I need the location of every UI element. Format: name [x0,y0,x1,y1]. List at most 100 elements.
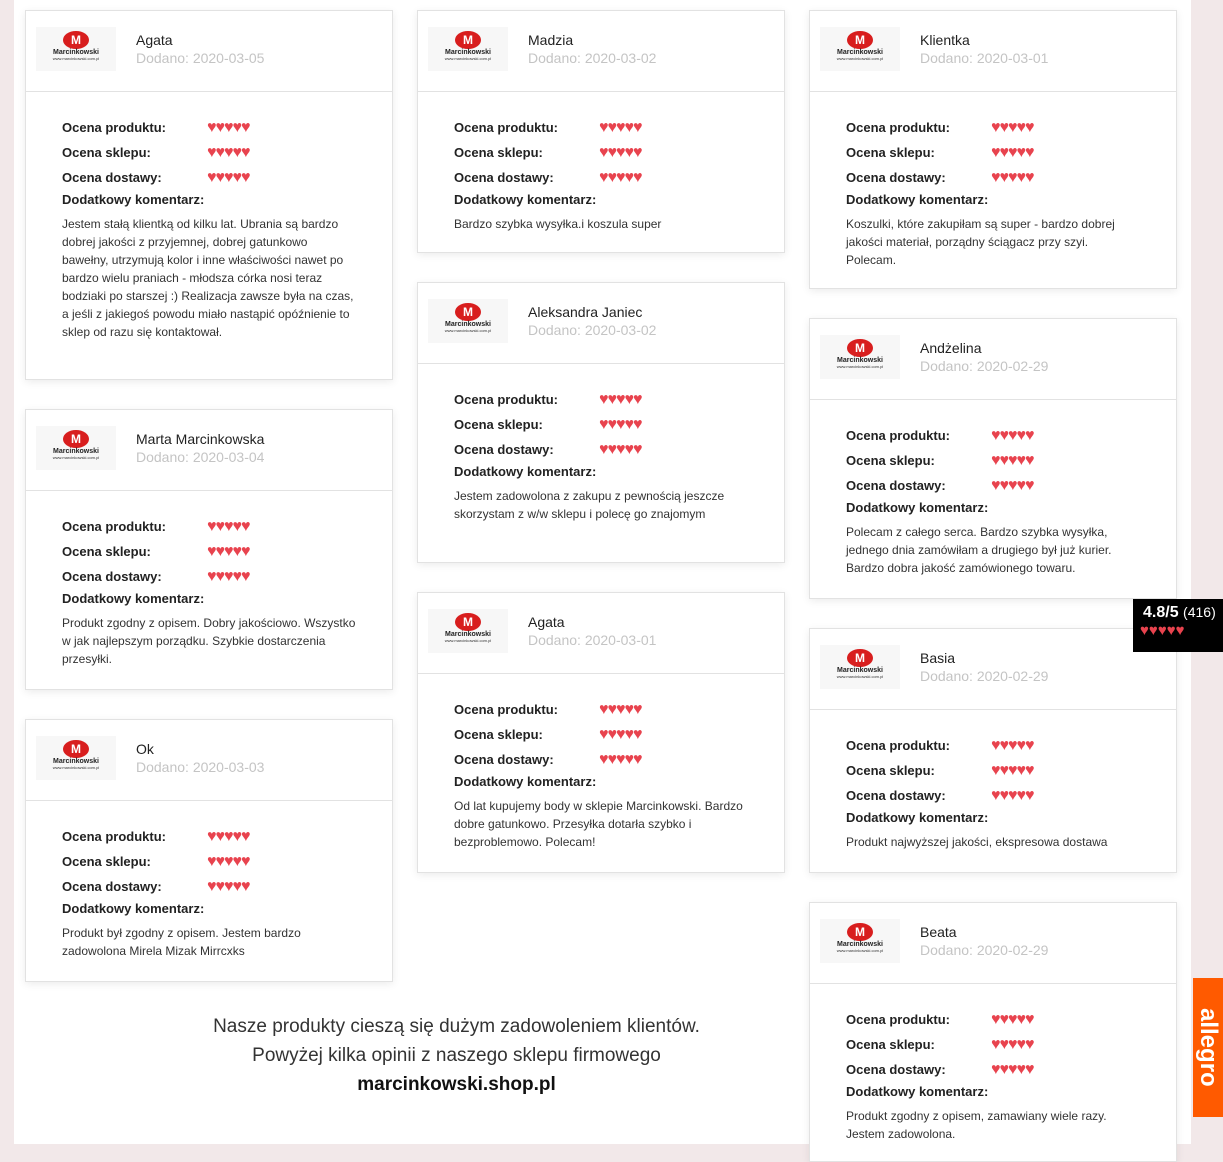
rating-label: Ocena produktu: [846,738,951,753]
review-date: Dodano: 2020-03-02 [528,322,657,338]
logo-brand: Marcinkowski [837,667,883,674]
rating-label: Ocena sklepu: [62,544,151,559]
logo-m-icon: M [847,923,873,941]
rating-label: Ocena dostawy: [62,170,162,185]
review-card: M Marcinkowski www.marcinkowski.com.pl Ok Do… [25,719,393,982]
rating-row-product: Ocena produktu: ♥♥♥♥♥ [846,115,1140,140]
brand-logo: M Marcinkowski www.marcinkowski.com.pl [428,609,508,653]
review-header: M Marcinkowski www.marcinkowski.com.pl Beat… [810,903,1176,984]
review-body: Ocena produktu: ♥♥♥♥♥ Ocena sklepu: ♥♥♥♥♥ Oc… [810,400,1176,591]
hearts-icon: ♥♥♥♥♥ [991,1060,1034,1078]
reviewer-name: Agata [528,614,565,630]
rating-row-delivery: Ocena dostawy: ♥♥♥♥♥ [454,747,748,772]
review-card: M Marcinkowski www.marcinkowski.com.pl Alek… [417,282,785,563]
review-body: Ocena produktu: ♥♥♥♥♥ Ocena sklepu: ♥♥♥♥♥ Oc… [26,491,392,682]
hearts-icon: ♥♥♥♥♥ [991,1035,1034,1053]
hearts-icon: ♥♥♥♥♥ [599,440,642,458]
review-header: M Marcinkowski www.marcinkowski.com.pl Klie… [810,11,1176,92]
footer-site-link[interactable]: marcinkowski.shop.pl [357,1074,556,1095]
review-card: M Marcinkowski www.marcinkowski.com.pl Agat… [25,10,393,380]
rating-label: Ocena produktu: [62,120,167,135]
hearts-icon: ♥♥♥♥♥ [207,567,250,585]
rating-row-product: Ocena produktu: ♥♥♥♥♥ [846,1007,1140,1032]
logo-brand: Marcinkowski [837,941,883,948]
comment-label: Dodatkowy komentarz: [454,464,597,479]
hearts-icon: ♥♥♥♥♥ [207,517,250,535]
comment-label: Dodatkowy komentarz: [846,192,989,207]
rating-label: Ocena sklepu: [846,763,935,778]
logo-m-icon: M [63,740,89,758]
rating-label: Ocena sklepu: [62,854,151,869]
comment-text: Produkt był zgodny z opisem. Jestem bard… [62,926,301,958]
rating-label: Ocena produktu: [846,428,951,443]
logo-m-icon: M [847,31,873,49]
footer-text: Nasze produkty cieszą się dużym zadowole… [134,1012,779,1099]
brand-logo: M Marcinkowski www.marcinkowski.com.pl [428,299,508,343]
rating-label: Ocena produktu: [846,1012,951,1027]
review-card: M Marcinkowski www.marcinkowski.com.pl Mart… [25,409,393,690]
logo-brand: Marcinkowski [837,49,883,56]
rating-row-product: Ocena produktu: ♥♥♥♥♥ [62,115,356,140]
rating-row-shop: Ocena sklepu: ♥♥♥♥♥ [454,140,748,165]
brand-logo: M Marcinkowski www.marcinkowski.com.pl [820,27,900,71]
logo-url: www.marcinkowski.com.pl [52,56,100,61]
comment-text: Bardzo szybka wysyłka.i koszula super [454,217,662,231]
badge-score: 4.8/5 [1143,604,1179,621]
logo-brand: Marcinkowski [837,357,883,364]
logo-url: www.marcinkowski.com.pl [836,364,884,369]
rating-row-shop: Ocena sklepu: ♥♥♥♥♥ [846,758,1140,783]
hearts-icon: ♥♥♥♥♥ [599,118,642,136]
allegro-tab[interactable]: allegro [1193,978,1223,1117]
rating-label: Ocena dostawy: [454,752,554,767]
hearts-icon: ♥♥♥♥♥ [599,415,642,433]
review-card: M Marcinkowski www.marcinkowski.com.pl Madz… [417,10,785,253]
review-card: M Marcinkowski www.marcinkowski.com.pl Klie… [809,10,1177,289]
comment-text: Produkt najwyższej jakości, ekspresowa d… [846,835,1108,849]
brand-logo: M Marcinkowski www.marcinkowski.com.pl [36,426,116,470]
logo-url: www.marcinkowski.com.pl [52,455,100,460]
hearts-icon: ♥♥♥♥♥ [991,426,1034,444]
logo-brand: Marcinkowski [445,49,491,56]
rating-badge[interactable]: 4.8/5 (416) ♥♥♥♥♥ [1133,599,1223,652]
review-body: Ocena produktu: ♥♥♥♥♥ Ocena sklepu: ♥♥♥♥♥ Oc… [418,364,784,537]
comment-label: Dodatkowy komentarz: [62,192,205,207]
rating-label: Ocena sklepu: [62,145,151,160]
review-date: Dodano: 2020-03-04 [136,449,265,465]
reviewer-name: Beata [920,924,957,940]
rating-row-product: Ocena produktu: ♥♥♥♥♥ [454,115,748,140]
hearts-icon: ♥♥♥♥♥ [991,476,1034,494]
rating-row-product: Ocena produktu: ♥♥♥♥♥ [454,697,748,722]
rating-row-delivery: Ocena dostawy: ♥♥♥♥♥ [454,437,748,462]
review-date: Dodano: 2020-03-01 [528,632,657,648]
logo-m-icon: M [63,430,89,448]
rating-label: Ocena sklepu: [454,417,543,432]
rating-label: Ocena produktu: [846,120,951,135]
logo-url: www.marcinkowski.com.pl [836,674,884,679]
review-header: M Marcinkowski www.marcinkowski.com.pl Ok Do… [26,720,392,801]
comment-label: Dodatkowy komentarz: [846,500,989,515]
review-date: Dodano: 2020-03-02 [528,50,657,66]
badge-count: (416) [1183,604,1216,620]
footer-line-1: Nasze produkty cieszą się dużym zadowole… [213,1016,700,1037]
rating-row-product: Ocena produktu: ♥♥♥♥♥ [62,824,356,849]
logo-m-icon: M [847,649,873,667]
review-body: Ocena produktu: ♥♥♥♥♥ Ocena sklepu: ♥♥♥♥♥ Oc… [26,801,392,974]
rating-row-delivery: Ocena dostawy: ♥♥♥♥♥ [846,473,1140,498]
rating-row-shop: Ocena sklepu: ♥♥♥♥♥ [62,849,356,874]
rating-label: Ocena sklepu: [846,453,935,468]
logo-m-icon: M [847,339,873,357]
reviewer-name: Madzia [528,32,574,48]
hearts-icon: ♥♥♥♥♥ [991,451,1034,469]
rating-label: Ocena dostawy: [846,170,946,185]
brand-logo: M Marcinkowski www.marcinkowski.com.pl [820,335,900,379]
logo-m-icon: M [63,31,89,49]
logo-url: www.marcinkowski.com.pl [444,56,492,61]
hearts-icon: ♥♥♥♥♥ [207,852,250,870]
rating-label: Ocena sklepu: [454,145,543,160]
page: Nasze produkty cieszą się dużym zadowole… [14,0,1191,1162]
rating-row-shop: Ocena sklepu: ♥♥♥♥♥ [62,140,356,165]
rating-row-product: Ocena produktu: ♥♥♥♥♥ [62,514,356,539]
hearts-icon: ♥♥♥♥♥ [599,725,642,743]
logo-url: www.marcinkowski.com.pl [836,948,884,953]
hearts-icon: ♥♥♥♥♥ [599,143,642,161]
